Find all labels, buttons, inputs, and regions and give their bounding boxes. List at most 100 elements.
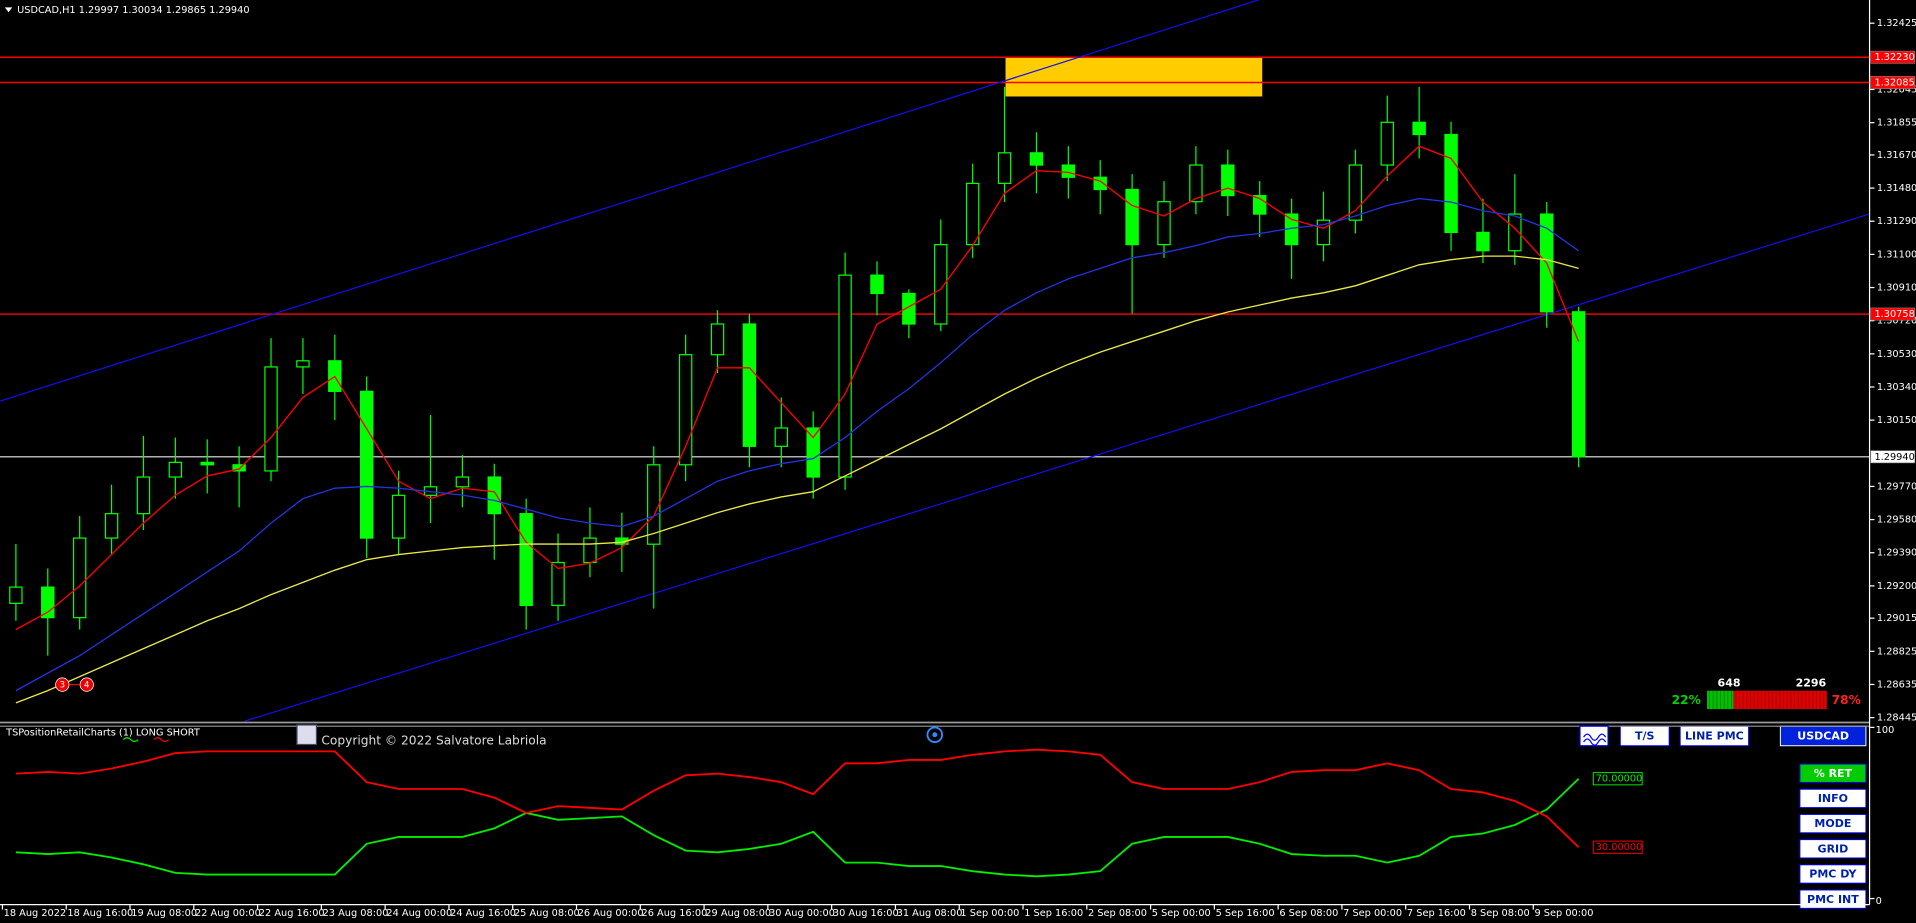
candle-body	[997, 152, 1012, 184]
end-label-box	[1592, 772, 1643, 786]
candle-body	[774, 427, 789, 447]
candle-body	[1571, 311, 1586, 458]
x-tick-label: 6 Sep 08:00	[1279, 908, 1338, 919]
candle-body	[742, 323, 757, 447]
side-button-label[interactable]: PMC INT	[1807, 893, 1859, 906]
side-button-label[interactable]: MODE	[1814, 817, 1851, 830]
x-tick-label: 26 Aug 00:00	[578, 908, 644, 919]
side-button-label[interactable]: PMC DY	[1809, 868, 1857, 881]
candle-body	[1412, 121, 1426, 136]
candle-body	[1157, 201, 1171, 246]
candle-body	[168, 461, 183, 478]
side-button-label[interactable]: INFO	[1818, 792, 1848, 805]
moving-average	[15, 145, 1580, 631]
chart-title: USDCAD,H1 1.29997 1.30034 1.29865 1.2994…	[17, 5, 249, 16]
event-marker[interactable]	[55, 677, 70, 692]
target-icon[interactable]	[926, 726, 944, 743]
y-tick-label: 1.29390	[1877, 548, 1916, 559]
candle-body	[232, 464, 246, 472]
price-level-tag	[1870, 450, 1916, 464]
indicator-line	[15, 778, 1580, 878]
candle-body	[1221, 164, 1235, 197]
x-tick-label: 29 Aug 08:00	[705, 908, 771, 919]
side-button-label[interactable]: % RET	[1814, 767, 1853, 780]
y-tick-label: 1.30720	[1877, 316, 1916, 327]
target-icon[interactable]	[932, 732, 938, 738]
candle-body	[296, 360, 310, 368]
candle-body	[806, 427, 820, 478]
x-tick-label: 26 Aug 16:00	[642, 908, 708, 919]
wave-button[interactable]	[1579, 725, 1609, 747]
price-level-label: 1.32230	[1874, 52, 1914, 63]
side-button[interactable]	[1799, 889, 1867, 909]
y-tick-label: 1.31855	[1877, 118, 1916, 129]
x-tick-label: 25 Aug 08:00	[514, 908, 580, 919]
y-tick-label: 1.32045	[1877, 85, 1916, 96]
x-tick-label: 7 Sep 16:00	[1407, 908, 1466, 919]
sentiment-label: 22%	[1672, 693, 1701, 707]
menu-arrow[interactable]	[4, 7, 13, 13]
x-tick-label: 1 Sep 00:00	[960, 908, 1019, 919]
side-button[interactable]	[1799, 788, 1867, 809]
candle-body	[838, 274, 852, 478]
price-level-label: 1.30758	[1874, 309, 1914, 320]
y-tick-label: 1.31100	[1877, 249, 1916, 260]
price-level-tag	[1870, 307, 1916, 321]
candle-body	[551, 561, 565, 607]
y-tick-label: 0	[1876, 896, 1882, 907]
moving-average	[15, 255, 1579, 704]
wave-icon	[1583, 733, 1607, 746]
side-button[interactable]	[1799, 839, 1867, 859]
x-tick-label: 23 Aug 08:00	[323, 908, 389, 919]
y-tick-label: 1.30530	[1877, 349, 1916, 360]
y-tick-label: 1.31480	[1877, 183, 1916, 194]
side-button-label[interactable]: GRID	[1818, 842, 1849, 855]
candle-body	[678, 354, 693, 466]
event-marker-label: 4	[84, 681, 89, 691]
candle-body	[583, 537, 597, 564]
indicator-line	[15, 748, 1580, 848]
x-tick-label: 9 Sep 00:00	[1535, 908, 1594, 919]
price-level-tag	[1870, 76, 1916, 89]
x-tick-label: 8 Sep 08:00	[1471, 908, 1530, 919]
x-tick-label: 30 Aug 00:00	[769, 908, 835, 919]
y-tick-label: 1.28635	[1877, 679, 1916, 690]
candle-body	[519, 513, 533, 607]
candle-body	[200, 461, 214, 466]
x-tick-label: 18 Aug 2022	[4, 908, 67, 919]
candle-body	[1061, 164, 1076, 178]
price-level-label: 1.32085	[1874, 78, 1914, 89]
legend-squiggle	[153, 737, 170, 743]
x-tick-label: 24 Aug 00:00	[386, 908, 452, 919]
side-button[interactable]	[1799, 864, 1867, 884]
candle-body	[647, 464, 661, 545]
y-tick-label: 1.29580	[1877, 515, 1916, 526]
candle-body	[1444, 133, 1458, 234]
y-tick-label: 1.30150	[1877, 415, 1916, 426]
candle-body	[1029, 152, 1044, 166]
candle-body	[359, 390, 374, 539]
candle-body	[1476, 231, 1490, 252]
sentiment-bar	[1733, 690, 1827, 710]
x-tick-label: 5 Sep 00:00	[1152, 908, 1211, 919]
x-tick-label: 31 Aug 08:00	[897, 908, 963, 919]
y-tick-label: 1.29015	[1877, 613, 1916, 624]
side-button[interactable]	[1799, 813, 1867, 834]
side-button[interactable]	[1799, 763, 1867, 783]
legend-squiggle	[122, 737, 139, 743]
candle-body	[455, 476, 470, 488]
y-tick-label: 1.28445	[1877, 713, 1916, 724]
sentiment-label: 78%	[1832, 693, 1861, 707]
toolbar-button-label[interactable]: USDCAD	[1797, 730, 1849, 743]
event-marker[interactable]	[79, 677, 94, 692]
price-plot	[0, 0, 1870, 722]
trendline	[0, 0, 1259, 402]
x-tick-label: 1 Sep 16:00	[1024, 908, 1083, 919]
indicator-panel	[15, 748, 1580, 878]
toolbar-button-label[interactable]: LINE PMC	[1685, 730, 1744, 743]
candle-body	[9, 586, 23, 604]
toolbar-button-label[interactable]: T/S	[1635, 730, 1655, 743]
candle-body	[1093, 176, 1107, 191]
event-marker-label: 3	[60, 681, 65, 691]
